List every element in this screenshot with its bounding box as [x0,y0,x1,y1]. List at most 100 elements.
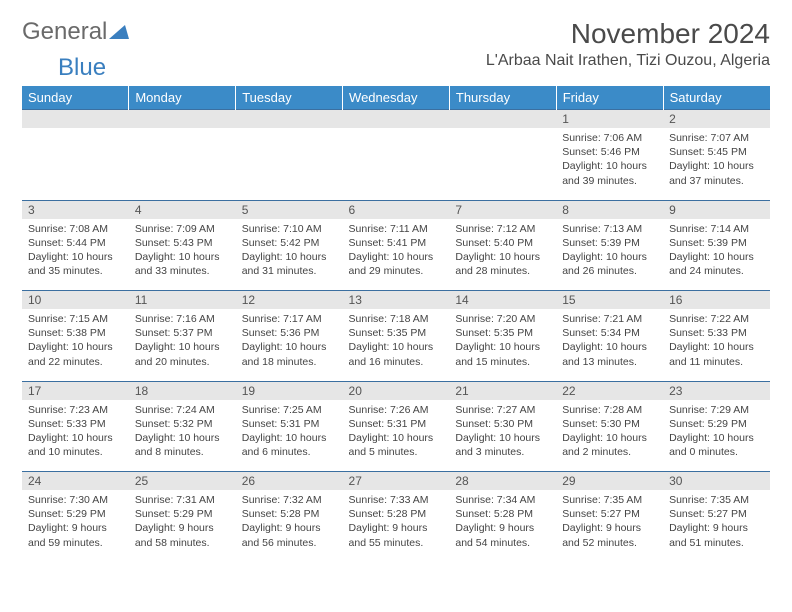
day-number-cell [236,110,343,129]
daynum-row: 12 [22,110,770,129]
daylight-text: Daylight: 10 hours and 6 minutes. [242,431,337,459]
sunrise-text: Sunrise: 7:31 AM [135,493,230,507]
day-number-cell [343,110,450,129]
sunset-text: Sunset: 5:30 PM [562,417,657,431]
day-header: Tuesday [236,86,343,110]
sunset-text: Sunset: 5:33 PM [28,417,123,431]
logo-text-general: General [22,18,107,46]
sunset-text: Sunset: 5:27 PM [669,507,764,521]
day-data-cell: Sunrise: 7:28 AMSunset: 5:30 PMDaylight:… [556,400,663,472]
data-row: Sunrise: 7:15 AMSunset: 5:38 PMDaylight:… [22,309,770,381]
sunset-text: Sunset: 5:36 PM [242,326,337,340]
day-data-cell: Sunrise: 7:12 AMSunset: 5:40 PMDaylight:… [449,219,556,291]
day-data-cell: Sunrise: 7:21 AMSunset: 5:34 PMDaylight:… [556,309,663,381]
sunset-text: Sunset: 5:28 PM [349,507,444,521]
day-number-cell: 13 [343,291,450,310]
sunset-text: Sunset: 5:38 PM [28,326,123,340]
day-number-cell: 4 [129,200,236,219]
day-data-cell: Sunrise: 7:32 AMSunset: 5:28 PMDaylight:… [236,490,343,562]
day-data-cell: Sunrise: 7:15 AMSunset: 5:38 PMDaylight:… [22,309,129,381]
sunrise-text: Sunrise: 7:18 AM [349,312,444,326]
sunset-text: Sunset: 5:40 PM [455,236,550,250]
day-data-cell: Sunrise: 7:27 AMSunset: 5:30 PMDaylight:… [449,400,556,472]
day-number-cell: 12 [236,291,343,310]
day-data-cell [22,128,129,200]
sunrise-text: Sunrise: 7:28 AM [562,403,657,417]
day-header: Friday [556,86,663,110]
daylight-text: Daylight: 9 hours and 56 minutes. [242,521,337,549]
sunset-text: Sunset: 5:34 PM [562,326,657,340]
daylight-text: Daylight: 10 hours and 2 minutes. [562,431,657,459]
daylight-text: Daylight: 10 hours and 0 minutes. [669,431,764,459]
sunset-text: Sunset: 5:28 PM [242,507,337,521]
daylight-text: Daylight: 10 hours and 18 minutes. [242,340,337,368]
daylight-text: Daylight: 10 hours and 22 minutes. [28,340,123,368]
sunrise-text: Sunrise: 7:27 AM [455,403,550,417]
daylight-text: Daylight: 10 hours and 3 minutes. [455,431,550,459]
daylight-text: Daylight: 10 hours and 11 minutes. [669,340,764,368]
day-data-cell: Sunrise: 7:08 AMSunset: 5:44 PMDaylight:… [22,219,129,291]
day-data-cell: Sunrise: 7:34 AMSunset: 5:28 PMDaylight:… [449,490,556,562]
sunrise-text: Sunrise: 7:26 AM [349,403,444,417]
day-data-cell: Sunrise: 7:06 AMSunset: 5:46 PMDaylight:… [556,128,663,200]
day-data-cell: Sunrise: 7:13 AMSunset: 5:39 PMDaylight:… [556,219,663,291]
daylight-text: Daylight: 10 hours and 31 minutes. [242,250,337,278]
day-data-cell: Sunrise: 7:25 AMSunset: 5:31 PMDaylight:… [236,400,343,472]
sunrise-text: Sunrise: 7:10 AM [242,222,337,236]
daylight-text: Daylight: 10 hours and 35 minutes. [28,250,123,278]
day-number-cell: 26 [236,472,343,491]
logo-text-blue: Blue [58,54,792,82]
day-number-cell: 29 [556,472,663,491]
day-data-cell: Sunrise: 7:18 AMSunset: 5:35 PMDaylight:… [343,309,450,381]
daylight-text: Daylight: 10 hours and 24 minutes. [669,250,764,278]
day-number-cell: 18 [129,381,236,400]
day-data-cell: Sunrise: 7:17 AMSunset: 5:36 PMDaylight:… [236,309,343,381]
sunrise-text: Sunrise: 7:17 AM [242,312,337,326]
day-data-cell: Sunrise: 7:33 AMSunset: 5:28 PMDaylight:… [343,490,450,562]
data-row: Sunrise: 7:30 AMSunset: 5:29 PMDaylight:… [22,490,770,562]
daylight-text: Daylight: 10 hours and 37 minutes. [669,159,764,187]
day-header: Saturday [663,86,770,110]
day-number-cell: 5 [236,200,343,219]
day-number-cell: 6 [343,200,450,219]
sunrise-text: Sunrise: 7:22 AM [669,312,764,326]
sunset-text: Sunset: 5:41 PM [349,236,444,250]
day-number-cell: 9 [663,200,770,219]
daynum-row: 3456789 [22,200,770,219]
daynum-row: 17181920212223 [22,381,770,400]
day-data-cell [129,128,236,200]
sunset-text: Sunset: 5:27 PM [562,507,657,521]
day-data-cell: Sunrise: 7:24 AMSunset: 5:32 PMDaylight:… [129,400,236,472]
day-number-cell: 27 [343,472,450,491]
day-number-cell: 15 [556,291,663,310]
day-data-cell: Sunrise: 7:20 AMSunset: 5:35 PMDaylight:… [449,309,556,381]
sunset-text: Sunset: 5:35 PM [349,326,444,340]
day-data-cell: Sunrise: 7:31 AMSunset: 5:29 PMDaylight:… [129,490,236,562]
daylight-text: Daylight: 9 hours and 58 minutes. [135,521,230,549]
sunrise-text: Sunrise: 7:29 AM [669,403,764,417]
daylight-text: Daylight: 10 hours and 5 minutes. [349,431,444,459]
data-row: Sunrise: 7:23 AMSunset: 5:33 PM Daylight:… [22,400,770,472]
day-data-cell: Sunrise: 7:09 AMSunset: 5:43 PMDaylight:… [129,219,236,291]
daylight-text: Daylight: 9 hours and 51 minutes. [669,521,764,549]
sunrise-text: Sunrise: 7:13 AM [562,222,657,236]
sunset-text: Sunset: 5:28 PM [455,507,550,521]
day-number-cell: 17 [22,381,129,400]
logo-triangle-icon [109,18,129,46]
sunrise-text: Sunrise: 7:23 AM [28,403,123,417]
daylight-text: Daylight: 9 hours and 54 minutes. [455,521,550,549]
sunset-text: Sunset: 5:29 PM [28,507,123,521]
daylight-text: Daylight: 9 hours and 59 minutes. [28,521,123,549]
sunrise-text: Sunrise: 7:35 AM [669,493,764,507]
day-data-cell: Sunrise: 7:35 AMSunset: 5:27 PMDaylight:… [663,490,770,562]
day-number-cell: 24 [22,472,129,491]
sunset-text: Sunset: 5:30 PM [455,417,550,431]
daylight-text: Daylight: 10 hours and 29 minutes. [349,250,444,278]
day-data-cell: Sunrise: 7:11 AMSunset: 5:41 PMDaylight:… [343,219,450,291]
day-data-cell: Sunrise: 7:22 AMSunset: 5:33 PMDaylight:… [663,309,770,381]
day-data-cell: Sunrise: 7:10 AMSunset: 5:42 PMDaylight:… [236,219,343,291]
day-number-cell: 2 [663,110,770,129]
day-data-cell [343,128,450,200]
sunrise-text: Sunrise: 7:24 AM [135,403,230,417]
day-number-cell: 25 [129,472,236,491]
